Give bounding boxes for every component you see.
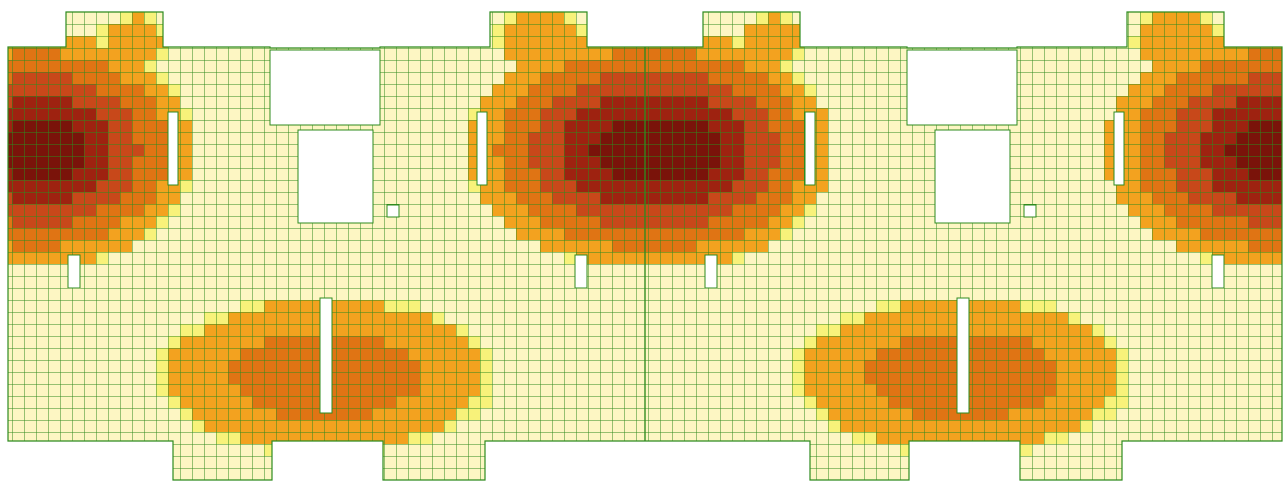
contour-cell: [48, 36, 60, 48]
contour-cell: [1272, 36, 1282, 48]
contour-cell: [960, 444, 972, 456]
contour-cell: [1248, 36, 1260, 48]
contour-cell: [1260, 36, 1272, 48]
small-opening: [1023, 204, 1037, 218]
contour-cell: [996, 444, 1008, 456]
lift-opening: [297, 129, 374, 224]
shaft-slot: [67, 254, 81, 289]
shaft-slot: [804, 111, 816, 186]
lift-opening: [934, 129, 1011, 224]
slab-boundary: [7, 11, 1283, 481]
contour-cell: [360, 444, 372, 456]
contour-cell: [588, 36, 600, 48]
contour-cell: [324, 444, 336, 456]
shaft-slot: [574, 254, 588, 289]
contour-cell: [372, 444, 384, 456]
contour-cell: [336, 444, 348, 456]
contour-cell: [600, 36, 612, 48]
contour-cell: [648, 36, 660, 48]
contour-cell: [348, 444, 360, 456]
slab-openings: [67, 49, 1225, 414]
contour-cell: [8, 36, 12, 48]
small-opening: [386, 204, 400, 218]
wall-slot: [956, 297, 970, 414]
contour-cell: [624, 36, 636, 48]
contour-cell: [912, 444, 924, 456]
shaft-slot: [1211, 254, 1225, 289]
shaft-slot: [476, 111, 488, 186]
contour-cell: [312, 444, 324, 456]
shaft-slot: [1113, 111, 1125, 186]
contour-cell: [24, 36, 36, 48]
stair-opening: [269, 49, 381, 126]
contour-cell: [1224, 36, 1236, 48]
stair-opening: [906, 49, 1018, 126]
contour-cell: [1008, 444, 1020, 456]
contour-cell: [276, 444, 288, 456]
contour-cell: [936, 444, 948, 456]
contour-cell: [1236, 36, 1248, 48]
contour-cell: [948, 444, 960, 456]
contour-cell: [288, 444, 300, 456]
shaft-slot: [167, 111, 179, 186]
contour-cell: [660, 36, 672, 48]
shaft-slot: [704, 254, 718, 289]
wall-slot: [319, 297, 333, 414]
contour-cell: [672, 36, 684, 48]
contour-cell: [636, 36, 648, 48]
contour-cell: [12, 36, 24, 48]
contour-cell: [684, 36, 696, 48]
contour-cell: [612, 36, 624, 48]
contour-cell: [36, 36, 48, 48]
contour-cell: [924, 444, 936, 456]
contour-cell: [984, 444, 996, 456]
contour-cell: [972, 444, 984, 456]
contour-cell: [300, 444, 312, 456]
